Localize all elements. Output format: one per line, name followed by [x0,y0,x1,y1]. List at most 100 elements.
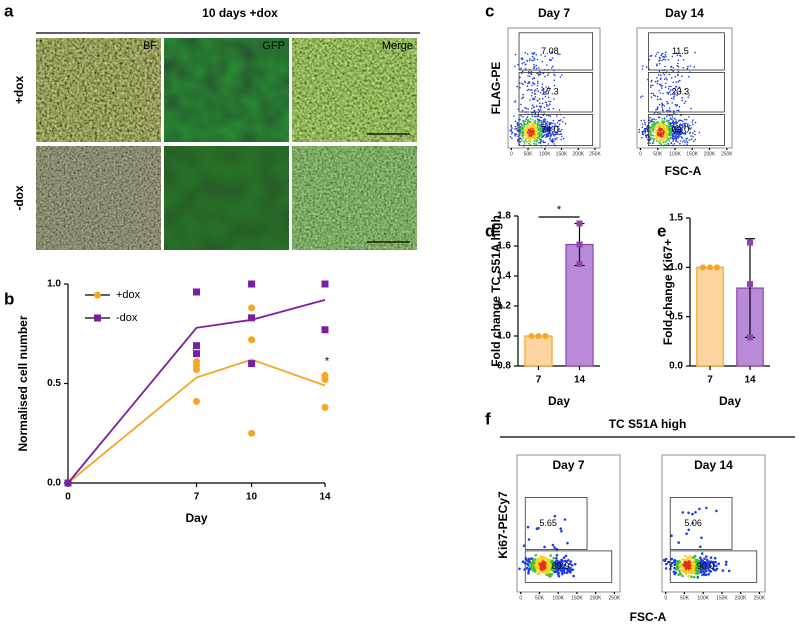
event-dot [664,557,668,561]
y-tick-label: 1.0 [497,331,511,342]
event-dot [533,63,535,66]
event-dot [686,67,689,70]
event-dot [539,116,542,118]
event-dot [540,109,542,111]
event-dot [673,563,677,566]
event-dot [683,127,686,129]
event-dot [553,143,555,145]
event-dot [688,555,692,558]
event-dot [697,563,701,567]
event-dot [522,116,524,118]
event-dot [526,116,529,118]
event-dot [527,569,531,572]
event-dot [538,138,541,140]
event-dot [537,122,539,124]
event-dot [664,86,667,88]
x-tick-label: 14 [319,492,331,503]
x-tick-label: 50K [535,595,545,601]
event-dot [562,556,566,559]
event-dot [525,141,528,143]
event-dot [653,138,656,140]
event-dot [664,137,666,139]
y-axis-label: Fold change Ki67+ [661,239,675,345]
event-dot [681,141,684,143]
event-dot [652,125,654,127]
event-dot [668,85,670,88]
event-dot [549,103,551,105]
event-dot [651,128,654,130]
point [193,342,200,350]
event-dot [658,70,661,72]
event-dot [685,567,688,570]
point [248,429,256,437]
event-dot [676,94,678,96]
event-dot [525,562,529,566]
event-dot [560,119,562,121]
event-dot [529,122,532,124]
event-dot [688,566,691,569]
event-dot [533,125,536,127]
event-dot [573,562,577,566]
event-dot [535,64,537,67]
event-dot [661,117,664,120]
y-axis-label: FLAG-PE [489,62,503,115]
event-dot [687,96,690,98]
event-dot [681,75,683,78]
point [747,239,753,246]
event-dot [531,568,534,572]
event-dot [667,560,670,564]
event-dot [656,129,658,132]
event-dot [666,109,668,112]
event-dot [514,65,516,68]
event-dot [670,534,673,537]
event-dot [533,563,537,567]
event-dot [684,88,687,91]
event-dot [692,132,694,134]
event-dot [644,121,646,124]
event-dot [669,137,672,140]
event-dot [712,564,716,568]
event-dot [536,123,539,125]
event-dot [556,137,558,139]
event-dot [666,125,668,127]
x-tick-label: 7 [194,492,200,503]
event-dot [649,142,651,144]
point [248,360,256,368]
event-dot [523,143,526,145]
event-dot [700,565,704,569]
event-dot [640,119,643,122]
event-dot [525,123,528,126]
event-dot [671,116,674,118]
event-dot [688,75,690,78]
event-dot [557,567,560,571]
event-dot [527,136,530,139]
event-dot [544,127,547,130]
event-dot [676,54,679,56]
event-dot [661,125,664,128]
event-dot [680,124,683,126]
event-dot [570,563,574,567]
plot-title: Day 14 [665,6,704,20]
event-dot [541,136,543,139]
event-dot [646,130,649,132]
event-dot [665,130,667,133]
event-dot [669,117,672,119]
event-dot [541,97,544,100]
plot-title: Day 14 [694,458,733,472]
event-dot [658,124,660,126]
event-dot [529,58,531,60]
event-dot [672,70,674,72]
event-dot [703,564,706,568]
event-dot [531,55,534,58]
event-dot [558,123,561,126]
event-dot [669,128,672,130]
event-dot [519,118,521,121]
event-dot [529,140,531,142]
event-dot [539,139,541,142]
event-dot [659,132,662,134]
event-dot [553,84,556,87]
event-dot [717,562,720,565]
x-tick-label: 14 [574,375,586,386]
event-dot [662,122,665,124]
event-dot [529,125,532,128]
